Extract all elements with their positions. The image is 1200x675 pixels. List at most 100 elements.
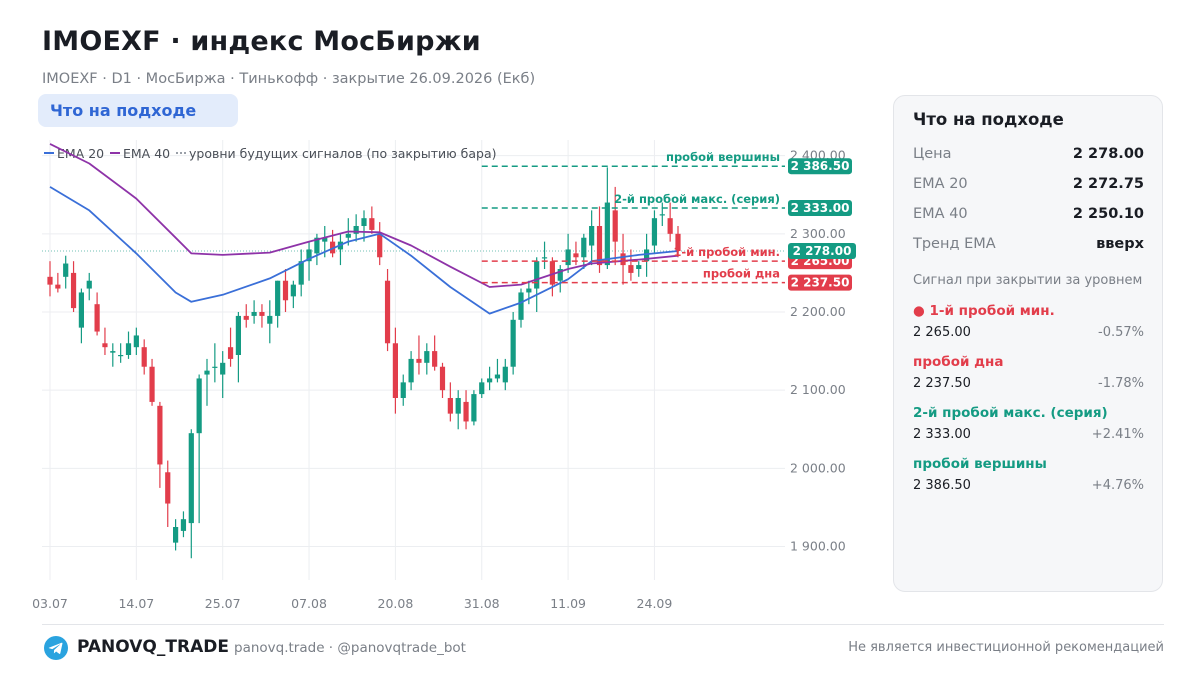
candle-body [439,366,446,391]
candle-body [196,378,202,434]
candle [196,374,202,524]
candle-body [463,401,469,422]
candle-body [94,304,100,332]
candle [55,272,61,293]
candle [424,343,430,375]
chart-legend: EMA 20 EMA 40 уровни будущих сигналов (п… [44,146,496,161]
candle-body [149,366,155,402]
candle [204,358,210,406]
brand-links: panovq.trade · @panovqtrade_bot [234,640,466,656]
candle [628,249,634,281]
candle [581,233,587,269]
candles-group [47,167,681,559]
candle [541,241,548,269]
candle [63,255,69,289]
candle-body [659,214,665,216]
ema20-line [49,186,679,315]
candle [235,312,241,383]
candle-body [275,280,281,316]
row-price-value: 2 278.00 [1072,146,1144,162]
signal-level-name: пробой дна [703,267,780,281]
ema40-line [49,143,679,288]
signal-change: +2.41% [1091,427,1144,442]
candle-body [125,343,132,355]
signal-level: 2-й пробой макс. (серия) 2 333.00 [481,192,852,217]
brand-name: PANOVQ_TRADE [77,637,229,657]
signal-price: 2 333.00 [913,427,971,442]
candle [644,233,650,277]
candle-body [110,351,116,353]
candle [502,358,508,391]
candle [275,280,281,328]
candle-body [220,362,226,375]
candle-body [212,366,218,368]
candle-body [651,218,658,246]
candle [400,374,406,406]
candle-body [636,265,642,269]
signal-price: 2 386.50 [913,478,971,493]
candle [439,362,446,398]
candle-body [518,292,524,320]
candle-body [133,335,139,348]
candle-body [330,241,336,254]
candle [408,351,414,391]
row-ema40-label: EMA 40 [913,206,968,222]
signal-level-name: 2-й пробой макс. (серия) [614,192,780,206]
candle [110,343,116,367]
candle [479,378,485,398]
candle [180,511,187,538]
signal-level: пробой вершины 2 386.50 [481,150,852,175]
candle-body [644,249,650,262]
candle [369,206,375,234]
candle [282,269,289,312]
candle-body [392,343,398,398]
row-ema20-label: EMA 20 [913,176,968,192]
candle [243,304,249,328]
candle [47,261,53,297]
signals-header: Сигнал при закрытии за уровнем [913,273,1143,288]
candle-body [675,233,681,252]
candle-body [251,312,257,316]
candle-body [290,284,296,297]
candle [290,280,296,309]
candle-body [298,261,304,285]
footer-divider [42,624,1164,625]
candle-body [620,253,626,266]
candle-body [204,370,210,375]
candle-body [86,280,92,289]
candle-body [612,210,618,242]
x-tick-label: 25.07 [205,596,241,610]
signal-price: 2 265.00 [913,325,971,340]
candle [330,229,336,258]
candle-body [180,519,187,531]
candle [298,249,304,297]
section-pill: Что на подходе [38,94,238,127]
candle [518,288,524,328]
candle-body [628,265,634,273]
x-tick-label: 24.09 [637,596,673,610]
last-price-badge [788,243,856,260]
row-ema20-value: 2 272.75 [1072,176,1144,192]
legend-ema40: EMA 40 [123,146,170,161]
candle [636,261,642,277]
y-tick-label: 1 900.00 [790,539,846,554]
signal-level-badge [788,274,852,291]
candle [70,261,77,312]
candlestick-chart: 1 900.00 2 000.00 2 100.00 2 200.00 2 300.00… [32,140,856,610]
disclaimer: Не является инвестиционной рекомендацией [848,640,1164,655]
candle [589,210,595,266]
legend-levels: уровни будущих сигналов (по закрытию бар… [189,146,496,161]
candle-body [581,237,587,258]
signal-first-low-break: ● 1-й пробой мин. 2 265.00 -0.57% [913,303,1144,347]
candle [596,206,603,273]
signal-level-badge [788,200,852,217]
candle-body [510,319,516,367]
candle-body [479,382,485,395]
signal-level-name: пробой вершины [666,150,780,164]
signal-level-name: 1-й пробой мин. [673,245,780,259]
candle-body [447,398,453,414]
candle-body [157,405,163,465]
candle-body [604,202,610,266]
candle-body [487,378,493,383]
telegram-icon [44,636,68,660]
